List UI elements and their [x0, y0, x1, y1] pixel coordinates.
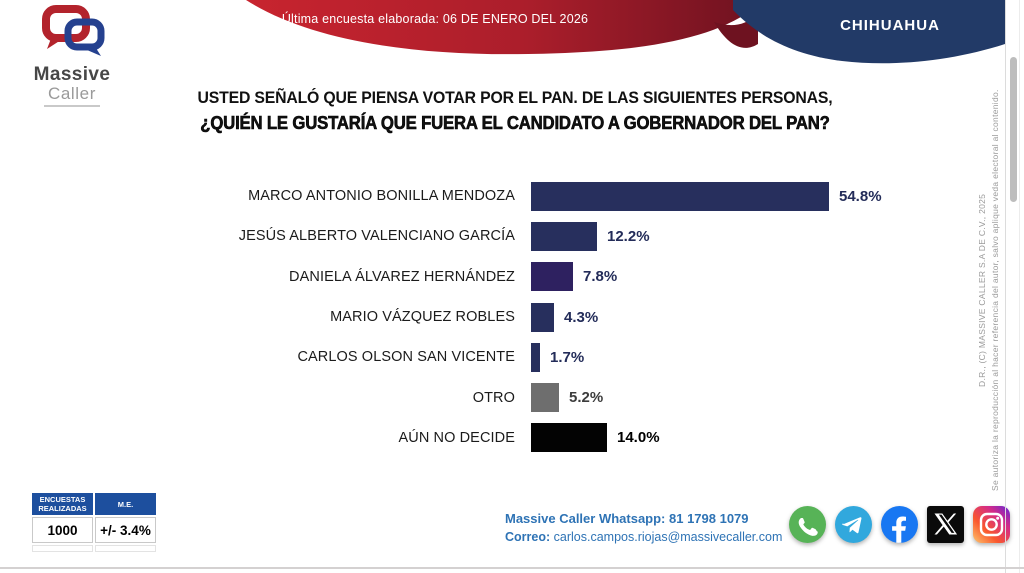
bar-value-label: 14.0% — [617, 429, 660, 447]
disclaimer-vertical-text: Se autoriza la reproducción al hacer ref… — [990, 89, 1000, 491]
bar-category-label: DANIELA ÁLVAREZ HERNÁNDEZ — [289, 268, 515, 285]
bar-category-label: MARCO ANTONIO BONILLA MENDOZA — [248, 188, 515, 205]
email-contact-line: Correo: carlos.campos.riojas@massivecall… — [505, 528, 782, 546]
stats-header-encuestas: ENCUESTAS REALIZADAS — [32, 493, 93, 515]
bar-track: 4.3% — [531, 302, 599, 332]
contact-block: Massive Caller Whatsapp: 81 1798 1079 Co… — [505, 510, 782, 546]
bar — [531, 383, 559, 413]
bar — [531, 302, 554, 332]
header-banner-graphic — [246, 0, 1005, 64]
right-divider-line — [1005, 0, 1006, 573]
bar-track: 12.2% — [531, 221, 650, 251]
bar-value-label: 4.3% — [564, 308, 599, 326]
bar-track: 14.0% — [531, 423, 660, 453]
stats-value-me: +/- 3.4% — [95, 517, 156, 543]
logo-text-caller: Caller — [47, 84, 96, 103]
bar-track: 7.8% — [531, 262, 618, 292]
stats-header-me: M.E. — [95, 493, 156, 515]
question-title-line2: ¿QUIÉN LE GUSTARÍA QUE FUERA EL CANDIDAT… — [200, 113, 830, 134]
bar-value-label: 5.2% — [569, 389, 604, 407]
bar-track: 5.2% — [531, 383, 604, 413]
bar-track: 1.7% — [531, 342, 585, 372]
bar — [531, 423, 607, 453]
bar-value-label: 1.7% — [550, 348, 585, 366]
bar-category-label: JESÚS ALBERTO VALENCIANO GARCÍA — [238, 228, 515, 245]
instagram-icon[interactable] — [973, 506, 1010, 543]
bar-category-label: MARIO VÁZQUEZ ROBLES — [330, 309, 515, 326]
massive-caller-logo: Massive Caller — [18, 4, 126, 107]
bar-category-label: OTRO — [472, 389, 515, 406]
bar-row: JESÚS ALBERTO VALENCIANO GARCÍA 12.2% — [155, 216, 915, 256]
scrollbar-thumb[interactable] — [1010, 57, 1017, 202]
banner-date-text: Última encuesta elaborada: 06 DE ENERO D… — [281, 12, 589, 26]
question-title: USTED SEÑALÓ QUE PIENSA VOTAR POR EL PAN… — [105, 88, 925, 134]
bar-chart: MARCO ANTONIO BONILLA MENDOZA 54.8% JESÚ… — [155, 176, 915, 458]
bar-category-label: AÚN NO DECIDE — [398, 429, 515, 446]
telegram-icon[interactable] — [835, 506, 872, 543]
stats-empty-cell — [95, 545, 156, 552]
bar — [531, 262, 573, 292]
bar-row: AÚN NO DECIDE 14.0% — [155, 418, 915, 458]
stats-empty-cell — [32, 545, 93, 552]
copyright-vertical-text: D.R., (C) MASSIVE CALLER S.A DE C.V., 20… — [977, 193, 987, 387]
email-address: carlos.campos.riojas@massivecaller.com — [553, 530, 783, 544]
bar-row: OTRO 5.2% — [155, 377, 915, 417]
bottom-edge-line — [0, 567, 1024, 569]
red-swoosh — [246, 0, 757, 55]
bar — [531, 221, 597, 251]
bar — [531, 342, 540, 372]
whatsapp-icon[interactable] — [789, 506, 826, 543]
email-label: Correo: — [505, 530, 551, 544]
bar-row: DANIELA ÁLVAREZ HERNÁNDEZ 7.8% — [155, 257, 915, 297]
bar-row: MARCO ANTONIO BONILLA MENDOZA 54.8% — [155, 176, 915, 216]
bar-value-label: 7.8% — [583, 268, 618, 286]
logo-tagline-bar — [44, 105, 100, 107]
logo-text-massive: Massive — [33, 64, 111, 85]
bar-category-label: CARLOS OLSON SAN VICENTE — [297, 349, 515, 366]
speech-bubbles-icon — [42, 5, 105, 56]
scrollbar-track-line — [1019, 0, 1020, 573]
question-title-line1: USTED SEÑALÓ QUE PIENSA VOTAR POR EL PAN… — [197, 88, 833, 107]
bar — [531, 181, 829, 211]
navy-blob — [733, 0, 1005, 64]
stats-value-encuestas: 1000 — [32, 517, 93, 543]
x-icon[interactable] — [927, 506, 964, 543]
bar-value-label: 12.2% — [607, 227, 650, 245]
bar-row: CARLOS OLSON SAN VICENTE 1.7% — [155, 337, 915, 377]
bar-value-label: 54.8% — [839, 187, 882, 205]
bar-row: MARIO VÁZQUEZ ROBLES 4.3% — [155, 297, 915, 337]
facebook-icon[interactable] — [881, 506, 918, 543]
region-title: CHIHUAHUA — [840, 17, 940, 34]
stats-table: ENCUESTAS REALIZADAS M.E. 1000 +/- 3.4% — [30, 491, 158, 554]
social-icons-row — [789, 506, 1010, 543]
bar-track: 54.8% — [531, 181, 882, 211]
whatsapp-contact-line: Massive Caller Whatsapp: 81 1798 1079 — [505, 511, 749, 526]
